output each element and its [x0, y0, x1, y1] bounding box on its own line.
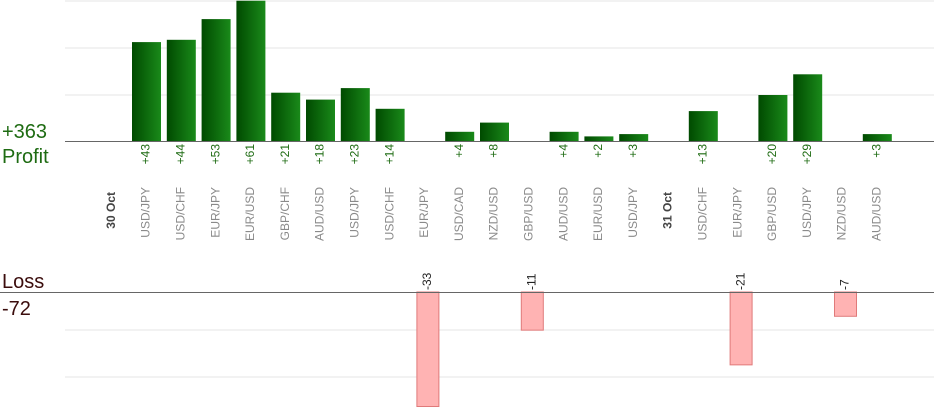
profit-bar: [445, 131, 475, 141]
category-label: EUR/JPY: [417, 187, 431, 238]
profit-bar: [306, 99, 335, 141]
category-label: AUD/USD: [313, 187, 327, 241]
category-label: EUR/JPY: [208, 187, 222, 238]
profit-bar: [271, 92, 301, 141]
category-label: USD/JPY: [626, 187, 640, 238]
loss-value-label: -33: [420, 272, 434, 290]
loss-value-label: -21: [733, 272, 747, 290]
profit-value-label: +3: [869, 144, 883, 158]
loss-bar: [729, 291, 753, 366]
profit-bar: [688, 111, 718, 141]
loss-bar: [416, 291, 440, 408]
loss-label: Loss: [2, 271, 45, 293]
category-label: GBP/CHF: [278, 187, 292, 240]
profit-total: +363: [2, 121, 48, 143]
profit-bar: [862, 134, 892, 141]
profit-value-label: +8: [487, 144, 501, 158]
category-label: USD/JPY: [139, 187, 153, 238]
category-label: NZD/USD: [487, 187, 501, 241]
profit-value-label: +18: [313, 144, 327, 165]
profit-value-label: +43: [139, 144, 153, 165]
category-label: AUD/USD: [556, 187, 570, 241]
loss-total: -72: [2, 298, 31, 320]
profit-value-label: +3: [626, 144, 640, 158]
profit-value-label: +23: [347, 144, 361, 165]
profit-bar: [236, 0, 266, 142]
profit-bar: [201, 19, 231, 142]
profit-value-label: +4: [452, 144, 466, 158]
category-label: GBP/USD: [765, 187, 779, 241]
profit-bar: [584, 136, 614, 141]
profit-bar: [375, 108, 405, 141]
profit-value-label: +14: [382, 144, 396, 165]
profit-bar: [793, 74, 823, 141]
profit-value-label: +21: [278, 144, 292, 165]
profit-bar: [758, 95, 788, 141]
profit-value-label: +20: [765, 144, 779, 165]
category-label: AUD/USD: [869, 187, 883, 241]
date-label: 31 Oct: [661, 192, 675, 229]
category-label: NZD/USD: [835, 187, 849, 241]
profit-bar: [166, 39, 196, 141]
profit-bar: [480, 122, 509, 141]
category-label: USD/CHF: [173, 187, 187, 240]
category-label: EUR/USD: [591, 187, 605, 241]
category-label: USD/CHF: [695, 187, 709, 240]
profit-value-label: +44: [173, 144, 187, 165]
profit-value-label: +2: [591, 144, 605, 158]
loss-bar: [520, 291, 544, 331]
category-label: USD/JPY: [800, 187, 814, 238]
category-label: USD/CHF: [382, 187, 396, 240]
profit-value-label: +4: [556, 144, 570, 158]
date-label: 30 Oct: [104, 192, 118, 229]
profit-value-label: +29: [800, 144, 814, 165]
profit-value-label: +61: [243, 144, 257, 165]
category-label: USD/CAD: [452, 187, 466, 241]
profit-label: Profit: [2, 146, 49, 168]
profit-bar: [549, 131, 579, 141]
loss-value-label: -11: [524, 273, 538, 290]
profit-bar: [619, 134, 649, 141]
loss-bar: [834, 291, 857, 317]
profit-value-label: +53: [208, 144, 222, 165]
category-label: EUR/JPY: [730, 187, 744, 238]
profit-value-label: +13: [695, 144, 709, 165]
profit-bar: [340, 88, 370, 141]
category-label: GBP/USD: [521, 187, 535, 241]
category-label: EUR/USD: [243, 187, 257, 241]
profit-bar: [132, 42, 161, 141]
category-label: USD/JPY: [347, 187, 361, 238]
loss-value-label: -7: [838, 279, 852, 290]
